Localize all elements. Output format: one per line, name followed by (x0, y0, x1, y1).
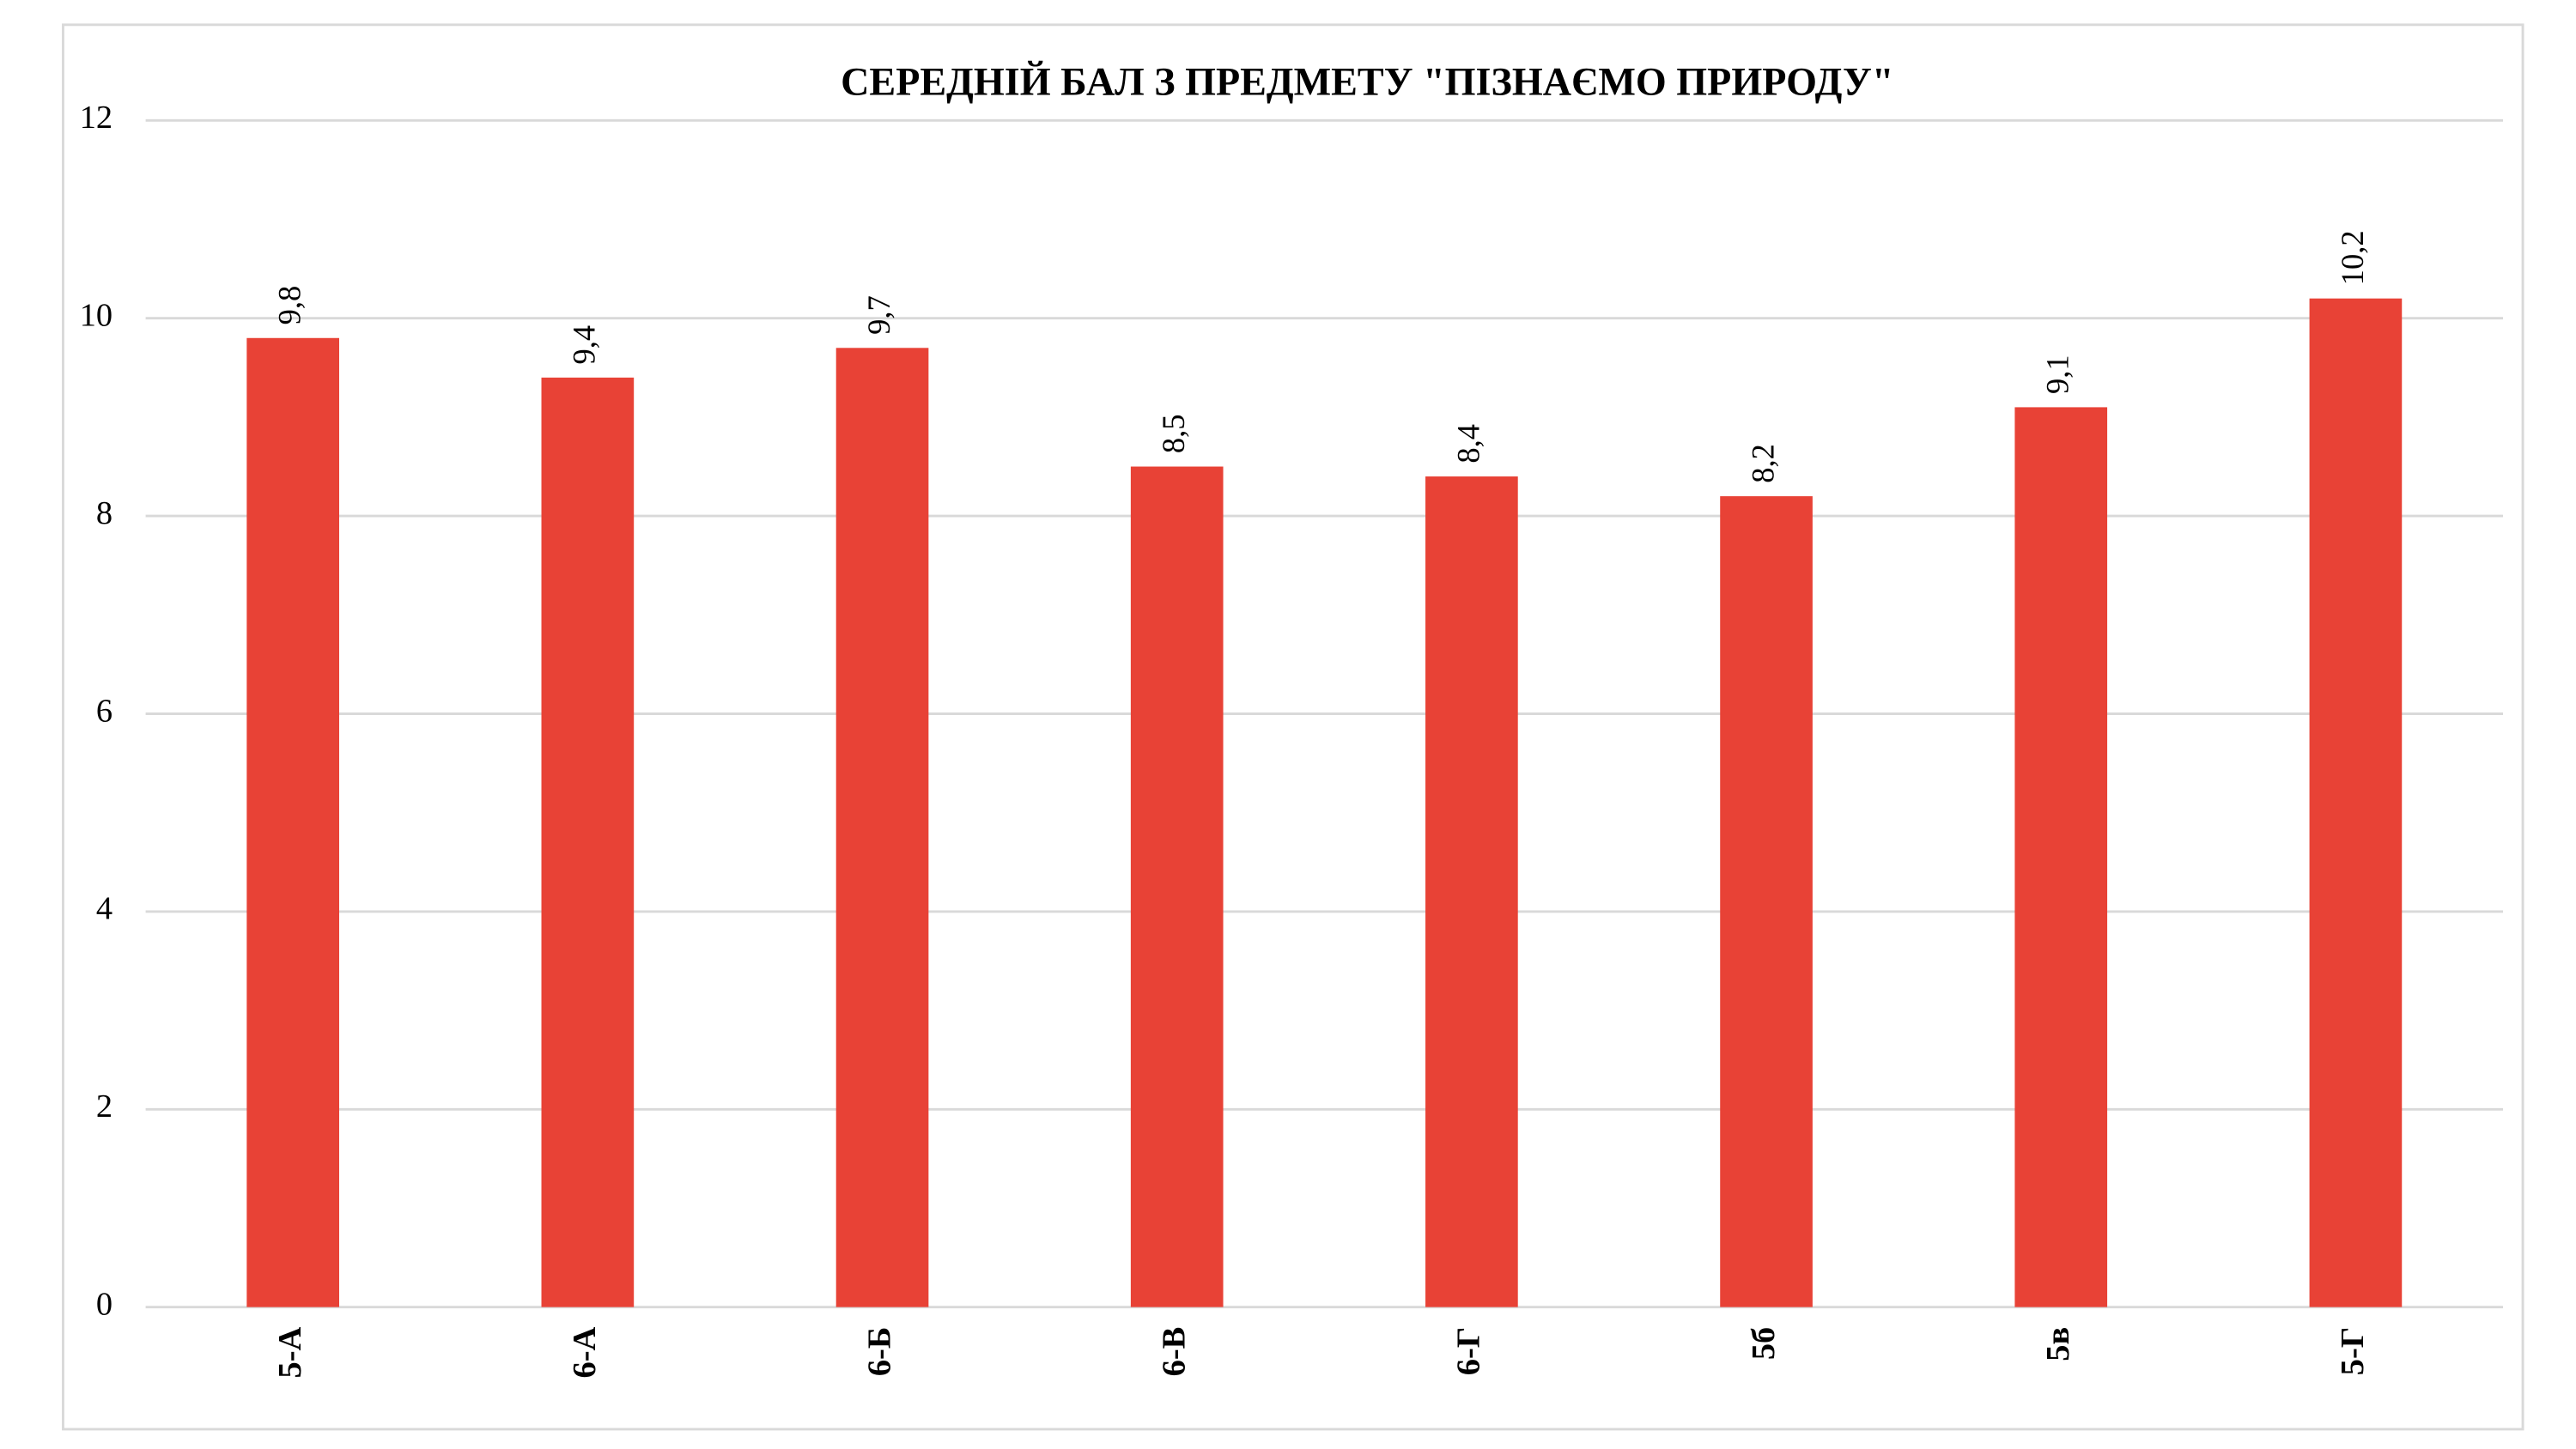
data-label: 9,1 (2040, 355, 2075, 394)
y-tick-label: 12 (80, 100, 112, 136)
data-label: 9,7 (861, 295, 896, 335)
bar (1130, 466, 1224, 1307)
x-tick-label: 5-Г (2335, 1327, 2371, 1375)
data-label: 8,4 (1450, 424, 1485, 464)
data-label: 10,2 (2335, 230, 2370, 285)
bar (835, 348, 929, 1307)
y-tick-label: 6 (96, 693, 112, 729)
x-tick-label: 5в (2040, 1327, 2076, 1361)
bar (2014, 407, 2108, 1307)
data-label: 8,2 (1745, 444, 1780, 483)
bar (1720, 496, 1813, 1307)
y-tick-label: 10 (80, 298, 112, 334)
bar (246, 337, 340, 1307)
y-tick-label: 8 (96, 495, 112, 531)
x-tick-label: 5б (1746, 1327, 1782, 1360)
data-label: 9,8 (272, 286, 307, 325)
bar (1425, 476, 1518, 1307)
data-label: 8,5 (1156, 414, 1191, 453)
chart-title: СЕРЕДНІЙ БАЛ З ПРЕДМЕТУ "ПІЗНАЄМО ПРИРОД… (841, 60, 1893, 104)
x-tick-label: 6-Г (1451, 1327, 1487, 1375)
bar (2309, 298, 2403, 1307)
chart-border (62, 23, 2524, 1431)
x-tick-label: 6-В (1157, 1327, 1193, 1377)
y-tick-label: 0 (96, 1286, 112, 1322)
y-tick-label: 4 (96, 891, 112, 927)
data-label: 9,4 (567, 325, 602, 365)
y-tick-label: 2 (96, 1088, 112, 1125)
x-tick-label: 5-А (272, 1326, 308, 1378)
x-tick-label: 6-Б (861, 1327, 897, 1376)
bar (541, 377, 635, 1307)
x-tick-label: 6-А (567, 1326, 603, 1378)
